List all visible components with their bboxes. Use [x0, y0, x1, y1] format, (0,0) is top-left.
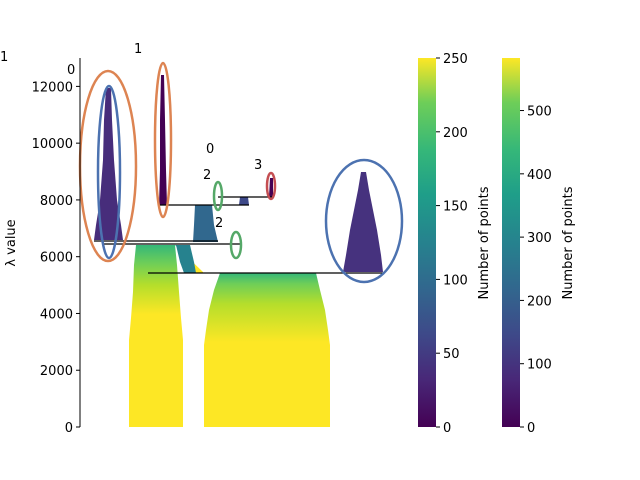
- tick-label: 200: [443, 126, 468, 141]
- annotation-label: 1: [134, 42, 142, 57]
- tick-label: 0: [527, 421, 535, 436]
- tick-label: 50: [443, 347, 460, 362]
- colorbar-1-gradient: [418, 58, 436, 427]
- tick-label: 12000: [32, 80, 73, 95]
- colorbar-2: 0 100 200 300 400 500: [502, 58, 552, 436]
- icicle-right-stem: [204, 273, 330, 427]
- highlight-ellipse-green: [229, 230, 243, 260]
- icicle-top-right: [343, 172, 383, 272]
- tick-label: 100: [527, 358, 552, 373]
- y-axis: 0 2000 4000 6000 8000 10000 12000: [32, 58, 81, 436]
- y-axis-label: λ value: [4, 219, 19, 266]
- colorbar-1-label: Number of points: [477, 186, 492, 299]
- icicle-branch-teal-lower: [176, 245, 196, 273]
- icicle-top-left: [94, 88, 123, 240]
- tick-label: 2000: [40, 364, 73, 379]
- colorbar-1: 0 50 100 150 200 250: [418, 52, 468, 436]
- icicle-top-red-spike: [269, 178, 273, 197]
- icicle-top-small: [239, 197, 249, 205]
- tick-label: 500: [527, 105, 552, 120]
- tick-label: 10000: [32, 137, 73, 152]
- tick-label: 8000: [40, 194, 73, 209]
- tick-label: 300: [527, 231, 552, 246]
- tick-label: 0: [65, 421, 73, 436]
- colorbar-2-gradient: [502, 58, 520, 427]
- tick-label: 6000: [40, 251, 73, 266]
- highlight-ellipse-green: [212, 180, 224, 212]
- tick-label: 0: [443, 421, 451, 436]
- highlight-ellipse-blue: [324, 158, 404, 284]
- annotation-label: 2: [215, 216, 223, 231]
- annotation-label: 2: [203, 168, 211, 183]
- highlight-ellipse-blue: [96, 84, 122, 260]
- highlight-ellipse-red: [265, 171, 277, 201]
- annotation-label: 1: [0, 50, 8, 65]
- icicle-top-left-spike: [159, 75, 167, 205]
- icicle-branch-teal: [193, 205, 218, 242]
- annotation-label: 0: [67, 63, 75, 78]
- tick-label: 4000: [40, 307, 73, 322]
- tick-label: 100: [443, 273, 468, 288]
- tick-label: 200: [527, 294, 552, 309]
- tick-label: 250: [443, 52, 468, 67]
- annotation-label: 3: [254, 158, 262, 173]
- tick-label: 400: [527, 168, 552, 183]
- plot-area: [78, 61, 404, 427]
- tick-label: 150: [443, 200, 468, 215]
- highlight-ellipse-orange: [153, 61, 173, 219]
- icicle-left-stem: [129, 245, 183, 427]
- annotation-label: 0: [206, 142, 214, 157]
- icicle-mid-stem: [175, 245, 203, 273]
- colorbar-2-label: Number of points: [561, 186, 576, 299]
